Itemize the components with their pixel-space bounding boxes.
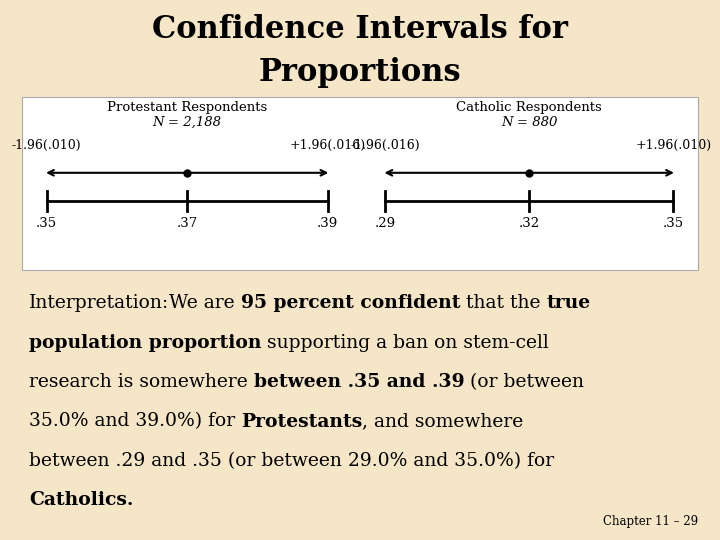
- Text: .37: .37: [176, 217, 198, 230]
- Text: Interpretation:: Interpretation:: [29, 294, 169, 312]
- Text: +1.96(.010): +1.96(.010): [635, 139, 711, 152]
- Text: .35: .35: [662, 217, 684, 230]
- Text: 95 percent confident: 95 percent confident: [240, 294, 460, 312]
- Text: Catholics.: Catholics.: [29, 491, 133, 509]
- Text: .35: .35: [36, 217, 58, 230]
- Text: Confidence Intervals for: Confidence Intervals for: [152, 14, 568, 44]
- Text: between .35 and .39: between .35 and .39: [253, 373, 464, 391]
- Text: -1.96(.016): -1.96(.016): [351, 139, 420, 152]
- Text: , and somewhere: , and somewhere: [362, 413, 523, 430]
- Text: Proportions: Proportions: [258, 57, 462, 87]
- Text: N = 2,188: N = 2,188: [153, 116, 222, 129]
- Text: true: true: [546, 294, 590, 312]
- FancyBboxPatch shape: [22, 97, 698, 270]
- Text: population proportion: population proportion: [29, 334, 261, 352]
- Text: Catholic Respondents: Catholic Respondents: [456, 102, 602, 114]
- Text: .32: .32: [518, 217, 540, 230]
- Text: .29: .29: [374, 217, 396, 230]
- Text: Protestants: Protestants: [241, 413, 362, 430]
- Text: +1.96(.016): +1.96(.016): [289, 139, 366, 152]
- Text: .39: .39: [317, 217, 338, 230]
- Text: Protestant Respondents: Protestant Respondents: [107, 102, 267, 114]
- Text: research is somewhere: research is somewhere: [29, 373, 253, 391]
- Text: that the: that the: [460, 294, 546, 312]
- Text: We are: We are: [169, 294, 240, 312]
- Text: between .29 and .35 (or between 29.0% and 35.0%) for: between .29 and .35 (or between 29.0% an…: [29, 452, 554, 470]
- Text: N = 880: N = 880: [501, 116, 557, 129]
- Text: supporting a ban on stem-cell: supporting a ban on stem-cell: [261, 334, 549, 352]
- Text: Chapter 11 – 29: Chapter 11 – 29: [603, 515, 698, 528]
- Text: 35.0% and 39.0%) for: 35.0% and 39.0%) for: [29, 413, 241, 430]
- Text: (or between: (or between: [464, 373, 584, 391]
- Text: -1.96(.010): -1.96(.010): [12, 139, 81, 152]
